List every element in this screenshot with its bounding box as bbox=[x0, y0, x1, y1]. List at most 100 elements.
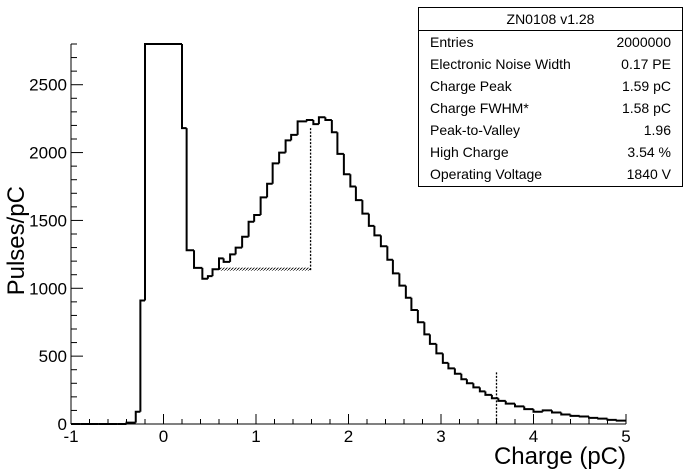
x-tick-label: 4 bbox=[529, 427, 538, 446]
histogram-bin bbox=[532, 409, 543, 413]
histogram-bin bbox=[284, 139, 292, 153]
histogram-bin bbox=[134, 410, 141, 423]
histogram-bin bbox=[342, 153, 351, 176]
histogram-bin bbox=[229, 253, 236, 262]
histogram-bin bbox=[373, 225, 381, 237]
stats-row-label: Charge FWHM* bbox=[430, 100, 529, 116]
stats-row-value: 2000000 bbox=[616, 34, 671, 50]
stats-row-label: Operating Voltage bbox=[430, 166, 543, 182]
valley-marker bbox=[219, 267, 311, 271]
y-tick-label: 1000 bbox=[29, 279, 67, 298]
histogram-bin bbox=[361, 200, 369, 215]
histogram-bin bbox=[453, 368, 462, 375]
histogram-bin bbox=[560, 412, 571, 416]
histogram-bin bbox=[497, 398, 506, 402]
histogram-bin bbox=[435, 343, 443, 355]
histogram-bin bbox=[398, 273, 406, 287]
plot-area bbox=[71, 43, 626, 425]
histogram-bin bbox=[367, 213, 375, 227]
histogram-bin bbox=[181, 44, 187, 130]
y-tick-label: 2500 bbox=[29, 76, 67, 95]
histogram-bin bbox=[606, 418, 617, 421]
histogram-bin bbox=[465, 379, 474, 385]
x-tick-label: 2 bbox=[344, 427, 353, 446]
histogram-bin bbox=[472, 383, 480, 389]
x-tick-label: 3 bbox=[436, 427, 445, 446]
stats-row-value: 1.96 bbox=[643, 122, 671, 138]
histogram-bin bbox=[416, 310, 425, 324]
histogram-bin bbox=[211, 268, 219, 277]
histogram-bin bbox=[336, 132, 344, 155]
histogram-bin bbox=[490, 394, 499, 400]
y-tick-label: 500 bbox=[39, 347, 67, 366]
y-axis-title: Pulses/pC bbox=[3, 186, 30, 295]
histogram-bin bbox=[247, 220, 255, 237]
histogram-bin bbox=[379, 235, 388, 248]
x-axis-title: Charge (pC) bbox=[494, 443, 626, 470]
histogram-bin bbox=[278, 151, 286, 164]
stats-row-label: Electronic Noise Width bbox=[430, 56, 571, 72]
histogram-bin bbox=[386, 246, 393, 261]
stats-box: ZN0108 v1.28 Entries 2000000 Electronic No… bbox=[418, 7, 683, 187]
histogram-bin bbox=[317, 116, 326, 125]
y-tick-label: 0 bbox=[58, 415, 67, 434]
histogram-bin bbox=[222, 258, 231, 263]
histogram-bin bbox=[504, 400, 515, 405]
stats-row: Entries 2000000 bbox=[419, 31, 682, 53]
stats-row-label: Charge Peak bbox=[430, 78, 512, 94]
histogram-bin bbox=[551, 410, 562, 414]
stats-row: Charge Peak 1.59 pC bbox=[419, 75, 682, 97]
y-tick-label: 2000 bbox=[29, 144, 67, 163]
histogram-bin bbox=[201, 267, 208, 280]
histogram-bin bbox=[460, 373, 467, 381]
histogram-bin bbox=[484, 391, 492, 396]
y-tick-label: 1500 bbox=[29, 211, 67, 230]
stats-row: Operating Voltage 1840 V bbox=[419, 163, 682, 185]
histogram-bin bbox=[296, 120, 307, 135]
stats-row: Electronic Noise Width 0.17 PE bbox=[419, 53, 682, 75]
stats-row-value: 1.58 pC bbox=[621, 100, 671, 116]
histogram-bin bbox=[266, 182, 273, 198]
x-tick-label: 1 bbox=[251, 427, 260, 446]
histogram-bin bbox=[441, 353, 449, 364]
histogram-bin bbox=[541, 409, 552, 412]
histogram-bin bbox=[218, 257, 224, 270]
stats-rows: Entries 2000000 Electronic Noise Width 0.17… bbox=[419, 31, 682, 185]
histogram-bin bbox=[615, 419, 626, 422]
histogram-bin bbox=[354, 186, 363, 202]
histogram-bin bbox=[259, 196, 268, 215]
histogram-bin bbox=[428, 334, 437, 345]
histogram-bin bbox=[193, 250, 203, 269]
annotation-layer bbox=[219, 128, 498, 424]
stats-row-label: Entries bbox=[430, 34, 474, 50]
histogram-bin bbox=[404, 285, 412, 299]
histogram-bin bbox=[349, 174, 356, 188]
histogram-bin bbox=[305, 119, 314, 122]
histogram-bin bbox=[447, 362, 455, 370]
histogram-bin bbox=[597, 417, 608, 420]
histogram-bin bbox=[241, 235, 249, 248]
histogram-bin bbox=[578, 415, 589, 418]
stats-row-value: 1840 V bbox=[626, 166, 671, 182]
histogram-bin bbox=[253, 214, 261, 222]
histogram-bin bbox=[514, 403, 525, 408]
stats-row: Charge FWHM* 1.58 pC bbox=[419, 97, 682, 119]
stats-row: Peak-to-Valley 1.96 bbox=[419, 119, 682, 141]
histogram-bin bbox=[271, 162, 280, 184]
stats-row-label: Peak-to-Valley bbox=[430, 122, 521, 138]
stats-row-value: 1.59 pC bbox=[621, 78, 671, 94]
stats-row: High Charge 3.54 % bbox=[419, 141, 682, 163]
stats-title: ZN0108 v1.28 bbox=[419, 8, 682, 31]
histogram-bin bbox=[330, 120, 338, 134]
histogram-bin bbox=[324, 117, 332, 121]
histogram-bin bbox=[478, 387, 486, 393]
stats-row-value: 0.17 PE bbox=[621, 56, 671, 72]
stats-row-value: 3.54 % bbox=[627, 144, 671, 160]
histogram-bin bbox=[423, 322, 430, 336]
histogram-bin bbox=[139, 299, 145, 412]
histogram-bin bbox=[391, 259, 400, 275]
x-tick-label: -1 bbox=[63, 427, 78, 446]
histogram-bin bbox=[312, 120, 319, 126]
